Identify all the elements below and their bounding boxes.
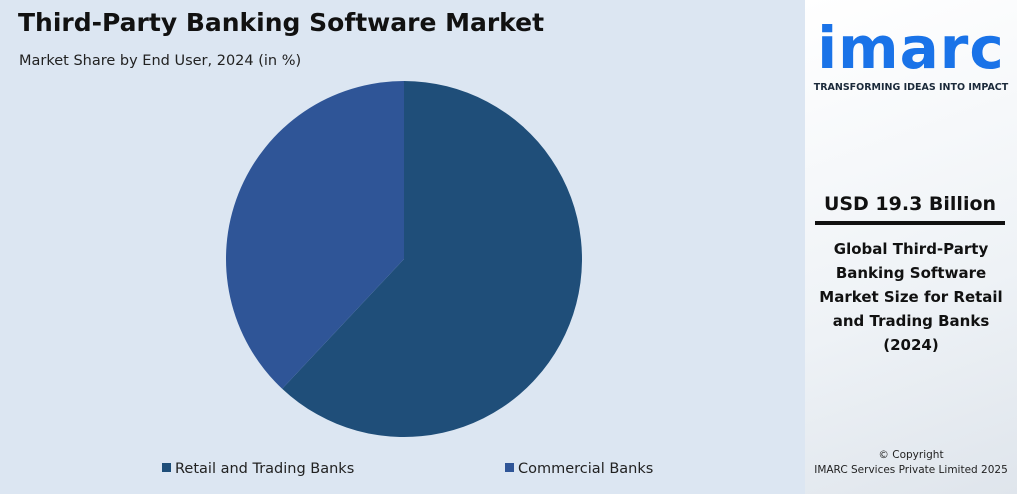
sidebar: imarc TRANSFORMING IDEAS INTO IMPACT USD… bbox=[805, 0, 1017, 494]
pie-slice bbox=[226, 81, 404, 389]
company: IMARC Services Private Limited 2025 bbox=[814, 464, 1008, 476]
chart-title: Third-Party Banking Software Market bbox=[18, 8, 544, 37]
legend-swatch bbox=[162, 463, 171, 472]
chart: Third-Party Banking Software Market Mark… bbox=[0, 0, 805, 494]
legend-swatch bbox=[505, 463, 514, 472]
legend-label: Commercial Banks bbox=[518, 461, 653, 477]
stat-description: Global Third-Party Banking Software Mark… bbox=[819, 240, 1003, 354]
chart-subtitle: Market Share by End User, 2024 (in %) bbox=[19, 53, 301, 69]
legend-label: Retail and Trading Banks bbox=[175, 461, 354, 477]
copyright-line: © Copyright bbox=[878, 449, 944, 461]
brand-logo: imarc bbox=[817, 14, 1005, 82]
tagline: TRANSFORMING IDEAS INTO IMPACT bbox=[813, 82, 1009, 93]
pie-slice bbox=[282, 81, 582, 438]
stat-value: USD 19.3 Billion bbox=[815, 193, 1005, 225]
copyright: © Copyright IMARC Services Private Limite… bbox=[805, 448, 1017, 478]
